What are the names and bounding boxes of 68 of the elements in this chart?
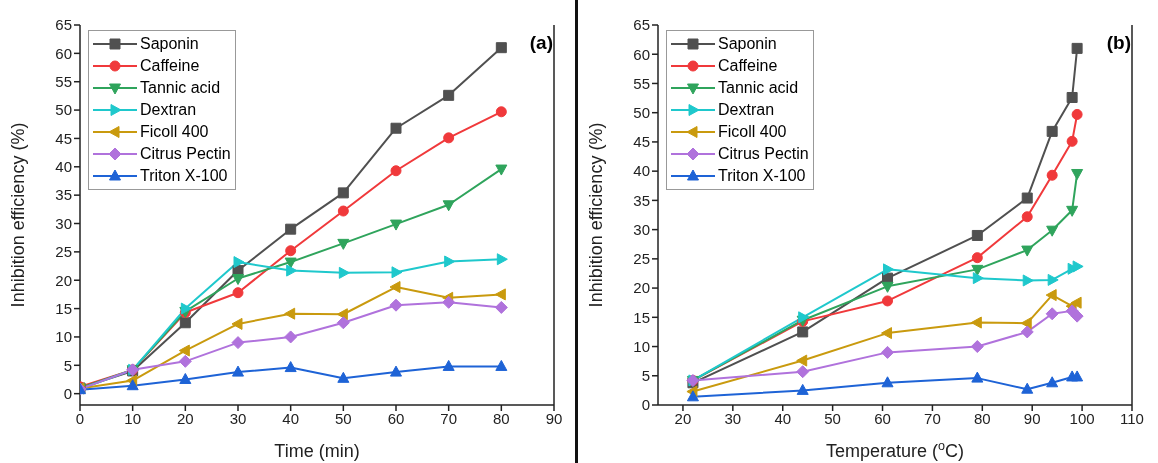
y-tick-label: 55 xyxy=(55,73,72,91)
x-tick-label: 70 xyxy=(924,409,941,427)
y-tick-label: 45 xyxy=(55,129,72,147)
x-tick-label: 110 xyxy=(1120,409,1144,427)
x-tick-label: 70 xyxy=(440,409,458,427)
y-tick-label: 30 xyxy=(55,214,72,232)
y-tick-label: 30 xyxy=(633,220,650,238)
y-tick-label: 20 xyxy=(55,271,72,289)
x-tick-label: 90 xyxy=(1023,409,1041,427)
x-tick-label: 80 xyxy=(973,409,991,427)
y-tick-label: 10 xyxy=(55,328,72,346)
x-tick-label: 30 xyxy=(724,409,742,427)
x-tick-label: 50 xyxy=(334,409,352,427)
y-tick-label: 60 xyxy=(633,45,650,63)
y-tick-label: 65 xyxy=(55,16,72,34)
x-tick-label: 90 xyxy=(545,409,563,427)
legend-label: Tannic acid xyxy=(140,79,221,97)
y-tick-label: 55 xyxy=(633,74,650,92)
legend-label: Dextran xyxy=(718,101,775,119)
y-tick-label: 25 xyxy=(633,250,650,268)
legend-label: Saponin xyxy=(718,35,777,53)
y-tick-label: 5 xyxy=(641,367,650,385)
legend-label: Dextran xyxy=(140,101,197,119)
y-tick-label: 15 xyxy=(633,308,650,326)
y-tick-label: 5 xyxy=(63,356,72,374)
legend-label: Caffeine xyxy=(140,57,200,75)
x-axis-title: Time (min) xyxy=(274,441,360,461)
x-tick-label: 60 xyxy=(387,409,405,427)
y-tick-label: 0 xyxy=(641,396,650,414)
y-tick-label: 60 xyxy=(55,44,72,62)
legend-label: Ficoll 400 xyxy=(718,123,787,141)
annotation: (a) xyxy=(529,32,553,54)
y-tick-label: 25 xyxy=(55,243,72,261)
x-tick-label: 10 xyxy=(124,409,142,427)
y-tick-label: 40 xyxy=(55,158,72,176)
x-axis-title: Temperature ($^{o}$C) xyxy=(825,439,965,461)
x-tick-label: 60 xyxy=(874,409,891,427)
legend-label: Tannic acid xyxy=(718,79,799,97)
x-tick-label: 40 xyxy=(774,409,792,427)
annotation: (b) xyxy=(1106,32,1131,54)
legend-label: Citrus Pectin xyxy=(140,145,231,163)
y-tick-label: 15 xyxy=(55,299,72,317)
y-tick-label: 35 xyxy=(55,186,72,204)
y-tick-label: 0 xyxy=(63,384,72,402)
y-tick-label: 65 xyxy=(633,16,650,34)
y-tick-label: 40 xyxy=(633,162,650,180)
x-tick-label: 100 xyxy=(1069,409,1095,427)
legend-label: Ficoll 400 xyxy=(140,123,209,141)
y-tick-label: 50 xyxy=(55,101,72,119)
y-axis-title: Inhibition efficiency (%) xyxy=(8,122,28,308)
y-tick-label: 20 xyxy=(633,279,650,297)
y-tick-label: 10 xyxy=(633,337,650,355)
x-tick-label: 80 xyxy=(492,409,510,427)
x-tick-label: 50 xyxy=(824,409,841,427)
x-tick-label: 0 xyxy=(75,409,85,427)
y-tick-label: 45 xyxy=(633,133,650,151)
y-axis-title: Inhibition efficiency (%) xyxy=(586,122,606,308)
legend-label: Caffeine xyxy=(718,57,778,75)
legend-label: Triton X-100 xyxy=(140,167,228,185)
y-tick-label: 35 xyxy=(633,191,650,209)
legend-label: Saponin xyxy=(140,35,199,53)
legend-label: Citrus Pectin xyxy=(718,145,809,163)
x-tick-label: 20 xyxy=(176,409,194,427)
x-tick-label: 40 xyxy=(282,409,300,427)
legend-label: Triton X-100 xyxy=(718,167,806,185)
y-tick-label: 50 xyxy=(633,104,650,122)
x-tick-label: 30 xyxy=(229,409,247,427)
x-tick-label: 20 xyxy=(674,409,692,427)
